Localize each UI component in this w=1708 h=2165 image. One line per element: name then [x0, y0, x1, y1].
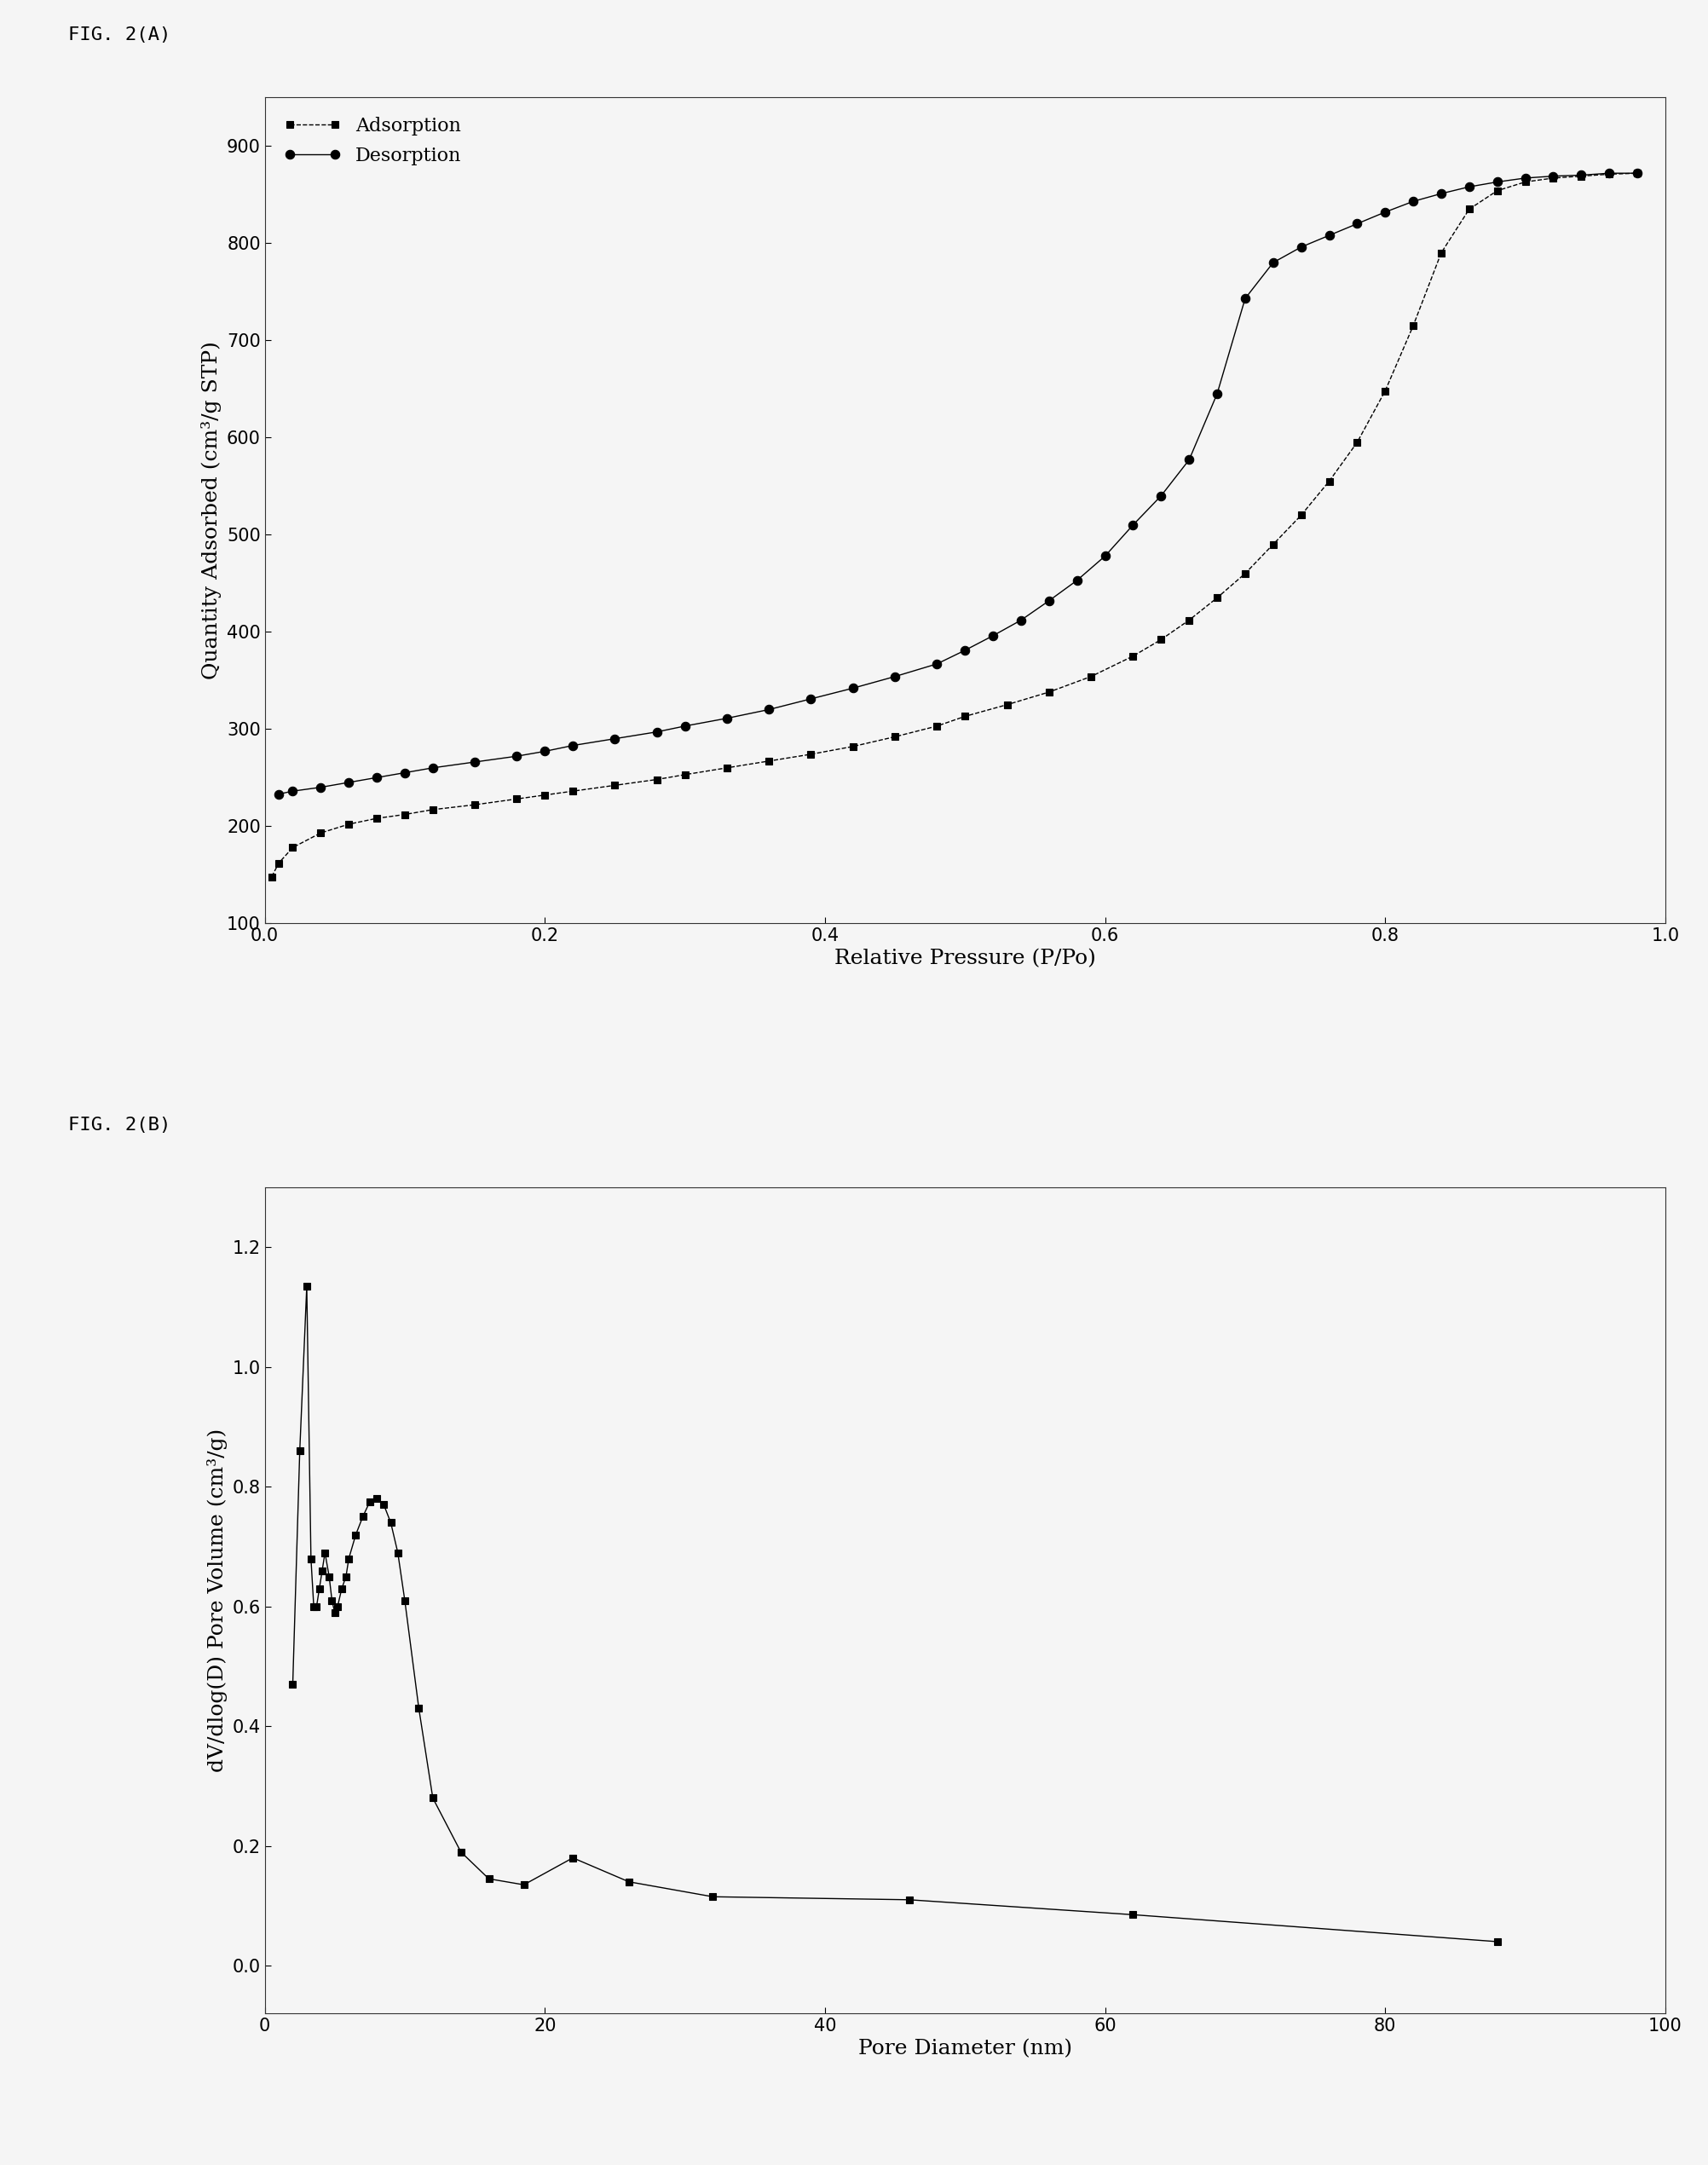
Adsorption [1488, 178, 1508, 204]
Legend: Adsorption, Desorption: Adsorption, Desorption [275, 106, 471, 175]
Desorption [1375, 199, 1395, 225]
Adsorption [395, 801, 415, 827]
Desorption [1038, 587, 1059, 613]
Desorption [1208, 381, 1228, 407]
Desorption [395, 760, 415, 786]
Adsorption [1375, 379, 1395, 405]
Adsorption [1262, 530, 1283, 556]
Adsorption [717, 756, 738, 782]
Desorption [367, 764, 388, 790]
Desorption [1262, 249, 1283, 275]
Adsorption [927, 712, 948, 738]
Desorption [647, 719, 668, 745]
Desorption [1011, 606, 1032, 632]
Adsorption [1291, 502, 1312, 528]
Desorption [282, 777, 302, 803]
Desorption [1459, 173, 1479, 199]
Adsorption [338, 812, 359, 838]
Y-axis label: Quantity Adsorbed (cm³/g STP): Quantity Adsorbed (cm³/g STP) [202, 342, 222, 680]
Line: Adsorption: Adsorption [268, 169, 1641, 881]
Desorption [422, 756, 442, 782]
Adsorption [1151, 626, 1172, 652]
Adsorption [1348, 429, 1368, 455]
Desorption [1599, 160, 1619, 186]
Desorption [717, 706, 738, 732]
Desorption [1291, 234, 1312, 260]
Desorption [1151, 483, 1172, 509]
Desorption [1348, 210, 1368, 236]
Adsorption [1571, 162, 1592, 188]
Desorption [1431, 180, 1452, 206]
Adsorption [647, 766, 668, 792]
Adsorption [1542, 165, 1563, 191]
Desorption [1542, 162, 1563, 188]
Desorption [1319, 223, 1339, 249]
Desorption [1515, 165, 1535, 191]
Desorption [801, 686, 822, 712]
Adsorption [282, 834, 302, 860]
Desorption [311, 775, 331, 801]
Desorption [1571, 162, 1592, 188]
Desorption [758, 697, 779, 723]
Desorption [1235, 286, 1255, 312]
Y-axis label: dV/dlog(D) Pore Volume (cm³/g): dV/dlog(D) Pore Volume (cm³/g) [207, 1429, 227, 1773]
Adsorption [465, 792, 485, 818]
Adsorption [1038, 680, 1059, 706]
Desorption [982, 624, 1003, 650]
X-axis label: Pore Diameter (nm): Pore Diameter (nm) [857, 2039, 1073, 2059]
Desorption [1628, 160, 1648, 186]
Desorption [1179, 446, 1199, 472]
Adsorption [367, 805, 388, 831]
Adsorption [261, 864, 282, 890]
Adsorption [1122, 643, 1143, 669]
Desorption [1122, 511, 1143, 537]
Desorption [842, 675, 863, 701]
Text: FIG. 2(A): FIG. 2(A) [68, 26, 171, 43]
Desorption [675, 712, 695, 738]
Adsorption [1179, 606, 1199, 632]
Adsorption [1081, 662, 1102, 688]
X-axis label: Relative Pressure (P/Po): Relative Pressure (P/Po) [834, 948, 1097, 968]
Adsorption [605, 773, 625, 799]
Desorption [338, 769, 359, 795]
Desorption [1402, 188, 1423, 214]
Text: FIG. 2(B): FIG. 2(B) [68, 1117, 171, 1134]
Adsorption [955, 704, 975, 730]
Desorption [465, 749, 485, 775]
Adsorption [1235, 561, 1255, 587]
Desorption [955, 637, 975, 662]
Adsorption [1319, 468, 1339, 494]
Adsorption [1628, 160, 1648, 186]
Adsorption [1459, 197, 1479, 223]
Adsorption [268, 851, 289, 877]
Desorption [562, 732, 582, 758]
Desorption [885, 662, 905, 688]
Adsorption [422, 797, 442, 823]
Adsorption [997, 691, 1018, 717]
Adsorption [1515, 169, 1535, 195]
Desorption [927, 652, 948, 678]
Line: Desorption: Desorption [275, 169, 1641, 799]
Adsorption [562, 777, 582, 803]
Adsorption [1402, 312, 1423, 338]
Adsorption [535, 782, 555, 808]
Desorption [605, 725, 625, 751]
Adsorption [758, 749, 779, 775]
Desorption [535, 738, 555, 764]
Adsorption [801, 740, 822, 766]
Adsorption [507, 786, 528, 812]
Adsorption [1599, 160, 1619, 186]
Adsorption [675, 762, 695, 788]
Adsorption [842, 734, 863, 760]
Desorption [1095, 543, 1115, 569]
Adsorption [311, 821, 331, 847]
Desorption [1488, 169, 1508, 195]
Adsorption [1431, 240, 1452, 266]
Desorption [507, 743, 528, 769]
Adsorption [1208, 585, 1228, 611]
Desorption [268, 782, 289, 808]
Adsorption [885, 723, 905, 749]
Desorption [1068, 567, 1088, 593]
